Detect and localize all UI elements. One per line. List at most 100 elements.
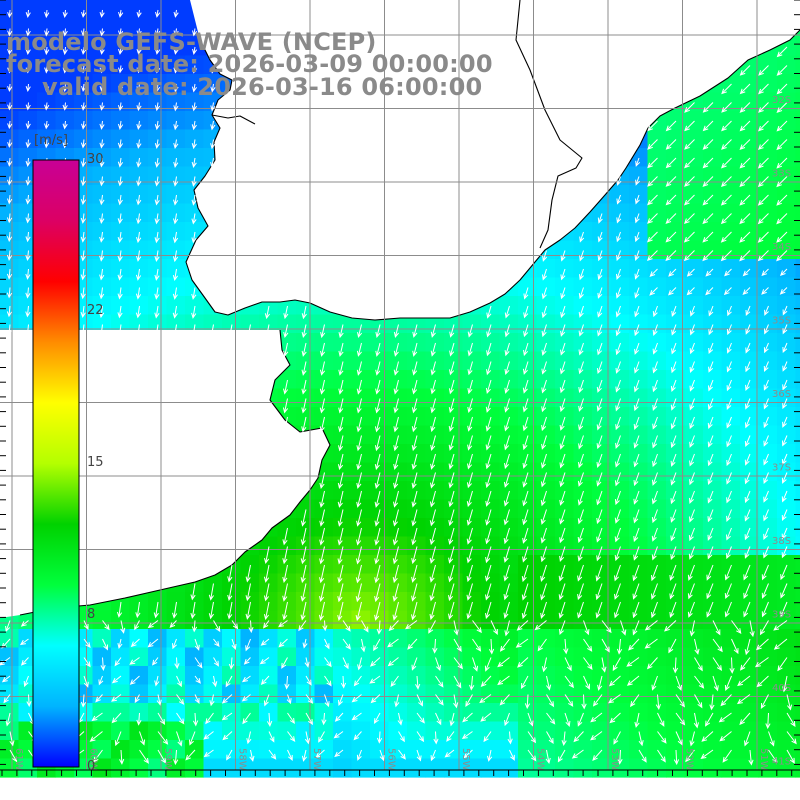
wind-arrow xyxy=(429,546,436,564)
wind-arrow xyxy=(541,453,547,469)
wind-arrow xyxy=(540,601,547,619)
wind-arrow xyxy=(448,453,455,470)
wind-arrow xyxy=(521,601,529,620)
wind-arrow xyxy=(44,102,50,111)
wind-arrow xyxy=(559,546,566,562)
wind-arrow xyxy=(597,231,603,243)
wind-arrow xyxy=(763,527,769,540)
wind-arrow xyxy=(263,694,270,707)
wind-arrow xyxy=(651,490,658,505)
wind-arrow xyxy=(117,250,123,262)
wind-arrow xyxy=(540,583,547,601)
wind-arrow xyxy=(720,231,732,243)
wind-arrow xyxy=(517,657,529,668)
wind-arrow xyxy=(634,287,640,299)
wind-arrow xyxy=(466,472,473,489)
colorbar-gradient xyxy=(32,159,80,768)
wind-arrow xyxy=(374,472,381,490)
wind-arrow xyxy=(546,694,555,708)
wind-arrow xyxy=(633,453,640,468)
wind-arrow xyxy=(616,250,622,262)
wind-arrow xyxy=(3,694,11,704)
wind-arrow xyxy=(614,490,621,506)
wind-arrow xyxy=(118,65,124,74)
wind-arrow xyxy=(62,139,68,149)
wind-arrow xyxy=(743,601,751,618)
wind-arrow xyxy=(191,287,197,300)
wind-arrow xyxy=(319,361,326,376)
wind-arrow xyxy=(683,213,695,225)
wind-arrow xyxy=(485,453,492,470)
wind-arrow xyxy=(522,546,529,563)
wind-arrow xyxy=(608,675,621,687)
wind-arrow xyxy=(25,194,31,205)
wind-arrow xyxy=(675,694,685,708)
wind-arrow xyxy=(356,398,362,414)
wind-arrow xyxy=(486,342,492,357)
wind-arrow xyxy=(485,398,492,413)
wind-arrow xyxy=(726,546,732,560)
wind-arrow xyxy=(433,731,439,745)
wind-arrow xyxy=(99,157,105,168)
wind-arrow xyxy=(781,453,788,466)
wind-arrow xyxy=(671,361,677,374)
wind-arrow xyxy=(393,324,399,339)
wind-arrow xyxy=(416,694,423,707)
wind-arrow xyxy=(338,435,344,452)
wind-arrow xyxy=(644,620,658,631)
wind-arrow xyxy=(707,416,714,429)
wind-arrow xyxy=(337,564,344,584)
wind-arrow xyxy=(268,731,275,743)
wind-arrow xyxy=(300,564,307,584)
wind-arrow xyxy=(578,453,584,469)
wind-arrow xyxy=(694,657,703,672)
wind-arrow xyxy=(374,435,381,452)
wind-arrow xyxy=(559,472,566,488)
wind-arrow xyxy=(320,342,326,357)
wind-arrow xyxy=(596,416,603,431)
wind-arrow xyxy=(304,731,311,745)
wind-arrow xyxy=(355,583,362,603)
wind-arrow xyxy=(191,83,198,93)
wind-arrow xyxy=(432,638,438,654)
wind-arrow xyxy=(154,305,160,319)
wind-arrow xyxy=(449,324,455,338)
wind-arrow xyxy=(786,749,795,764)
wind-arrow xyxy=(318,601,325,621)
wind-arrow xyxy=(578,287,584,300)
wind-arrow xyxy=(7,139,13,149)
wind-arrow xyxy=(393,416,399,433)
wind-arrow xyxy=(745,398,751,410)
wind-arrow xyxy=(83,638,91,649)
wind-arrow xyxy=(758,65,769,76)
wind-arrow xyxy=(503,583,510,601)
wind-arrow xyxy=(25,139,31,149)
wind-arrow xyxy=(80,305,86,319)
wind-arrow xyxy=(616,231,622,243)
wind-arrow xyxy=(356,453,362,471)
wind-arrow xyxy=(675,731,683,746)
wind-arrow xyxy=(172,287,178,300)
wind-arrow xyxy=(757,157,769,169)
wind-arrow xyxy=(560,268,566,281)
wind-arrow xyxy=(80,213,87,224)
wind-arrow xyxy=(117,102,124,112)
wind-arrow xyxy=(487,749,493,762)
lon-label: 59W xyxy=(162,748,173,771)
wind-arrow xyxy=(689,731,695,747)
colorbar-tick-22: 22 xyxy=(87,303,104,318)
wind-arrow xyxy=(638,731,644,747)
wind-arrow xyxy=(25,213,31,224)
lat-label: 33S xyxy=(772,169,791,180)
wind-arrow xyxy=(429,527,436,546)
wind-arrow xyxy=(245,564,251,583)
wind-arrow xyxy=(633,379,640,393)
wind-arrow xyxy=(694,638,700,655)
wind-arrow xyxy=(111,712,122,724)
wind-arrow xyxy=(560,305,566,319)
wind-arrow xyxy=(739,102,751,113)
wind-arrow xyxy=(430,379,436,395)
wind-arrow xyxy=(755,638,769,651)
wind-arrow xyxy=(118,9,124,18)
wind-arrow xyxy=(448,527,455,545)
